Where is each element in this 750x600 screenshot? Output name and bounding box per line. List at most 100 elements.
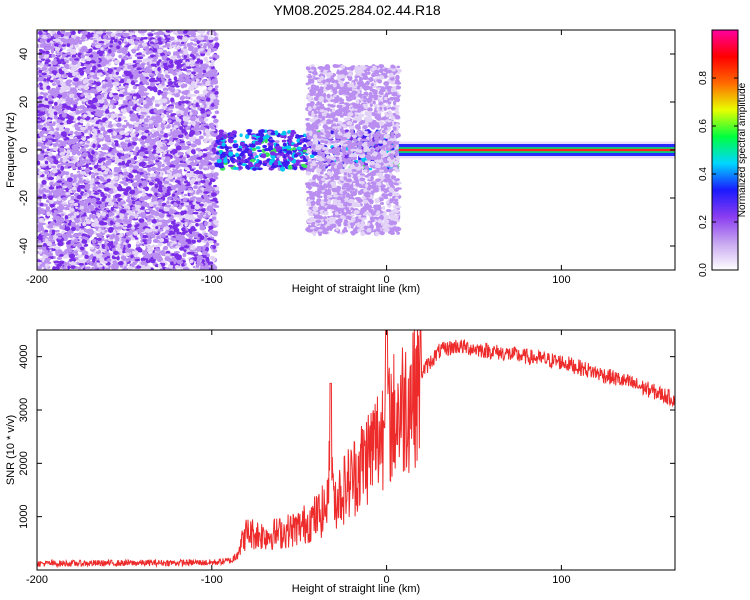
spectrogram-cell: [139, 223, 143, 227]
spectrogram-cell: [52, 146, 58, 151]
spectrogram-cell: [79, 118, 84, 124]
spectrogram-cell: [138, 40, 145, 44]
spectrogram-cell: [83, 198, 90, 202]
spectrogram-cell: [47, 176, 55, 181]
spectrogram-cell: [37, 139, 41, 143]
spectrogram-region: [37, 30, 220, 270]
spectrogram-cell: [199, 212, 206, 216]
spectrogram-cell: [212, 69, 218, 75]
spectrogram-cell: [76, 248, 81, 252]
spectrogram-cell: [177, 206, 183, 210]
spectrogram-cell: [130, 40, 135, 45]
spectrogram-cell: [127, 243, 132, 248]
spectrogram-cell: [180, 266, 185, 270]
spectrogram-cell: [159, 108, 165, 113]
spectrogram-cell: [105, 73, 110, 77]
spectrogram-cell: [70, 195, 75, 200]
spectrogram-cell: [56, 30, 61, 36]
spectrogram-cell: [206, 174, 213, 179]
spectrogram-cell: [203, 161, 209, 165]
spectrogram-cell: [169, 59, 174, 65]
spectrogram-cell: [66, 43, 71, 47]
spectrogram-cell: [118, 113, 123, 116]
spectrogram-cell: [204, 90, 208, 96]
spectrogram-cell: [157, 66, 161, 72]
spectrogram-cell: [97, 144, 101, 148]
spectrogram-cell: [134, 40, 139, 44]
spectrogram-cell: [91, 174, 96, 179]
spectrogram-cell: [71, 30, 76, 36]
spectrogram-cell: [181, 41, 185, 45]
spectrogram-cell: [164, 267, 169, 270]
spectrogram-cell: [69, 258, 73, 262]
spectrogram-cell: [100, 248, 107, 252]
spectrogram-cell: [135, 37, 142, 40]
spectrogram-cell: [194, 127, 200, 131]
spectrogram-cell: [122, 64, 129, 70]
spectrogram-cell: [143, 147, 148, 151]
spectrogram-cell: [177, 198, 181, 201]
spectrogram-cell: [92, 214, 97, 220]
spectrogram-cell: [86, 95, 92, 100]
spectrogram-cell: [143, 174, 149, 180]
spectrogram-cell: [148, 131, 153, 135]
spectrogram-cell: [106, 90, 111, 93]
spectrogram-cell: [145, 57, 151, 62]
spectrogram-cell: [134, 195, 140, 198]
spectrogram-cell: [87, 74, 93, 79]
spectrogram-cell: [85, 186, 90, 191]
spectrogram-cell: [89, 262, 93, 266]
spectrogram-cell: [132, 150, 137, 156]
spectrogram-cell: [185, 125, 191, 131]
spectrogram-cell: [210, 178, 216, 183]
spectrogram-cell: [98, 172, 105, 176]
spectrogram-cell: [80, 147, 87, 153]
spectrogram-cell: [42, 166, 50, 171]
spectrogram-cell: [205, 94, 211, 97]
spectrogram-cell: [180, 242, 187, 246]
spectrogram-cell: [39, 210, 44, 214]
spectrogram-cell: [176, 113, 182, 117]
spectrogram-cell: [46, 135, 53, 139]
spectrogram-cell: [147, 50, 153, 54]
spectrogram-cell: [183, 249, 188, 252]
spectrogram-cell: [121, 143, 128, 146]
spectrogram-cell: [121, 74, 126, 78]
spectrogram-cell: [165, 126, 170, 129]
spectrogram-cell: [62, 104, 68, 108]
spectrogram-cell: [70, 50, 77, 55]
spectrogram-cell: [82, 267, 86, 270]
spectrogram-cell: [95, 233, 101, 236]
spectrogram-cell: [83, 48, 89, 53]
spectrogram-cell: [189, 193, 194, 196]
spectrogram-cell: [201, 250, 208, 256]
spectrogram-cell: [37, 266, 43, 270]
spectrogram-cell: [124, 45, 130, 48]
spectrogram-cell: [82, 152, 89, 157]
spectrogram-cell: [178, 100, 182, 106]
spectrogram-cell: [210, 59, 215, 63]
spectrogram-cell: [152, 44, 160, 49]
spectrogram-cell: [61, 53, 68, 57]
spectrogram-cell: [178, 76, 183, 81]
spectrogram-cell: [164, 74, 169, 77]
spectrogram-cell: [114, 156, 119, 160]
spectrogram-cell: [122, 226, 128, 230]
spectrogram-cell: [190, 127, 196, 131]
spectrogram-cell: [210, 208, 215, 214]
spectrogram-cell: [70, 66, 76, 71]
spectrogram-cell: [106, 175, 113, 178]
spectrogram-cell: [100, 47, 104, 51]
spectrogram-cell: [102, 81, 106, 85]
spectrogram-cell: [82, 192, 88, 196]
spectrogram-cell: [107, 194, 111, 199]
spectrogram-cell: [198, 197, 203, 202]
spectrogram-cell: [148, 258, 154, 263]
spectrogram-cell: [143, 158, 150, 162]
spectrogram-cell: [161, 163, 165, 168]
spectrogram-cell: [147, 245, 153, 249]
spectrogram-cell: [37, 214, 41, 218]
spectrogram-cell: [205, 60, 210, 65]
spectrogram-cell: [143, 36, 148, 40]
